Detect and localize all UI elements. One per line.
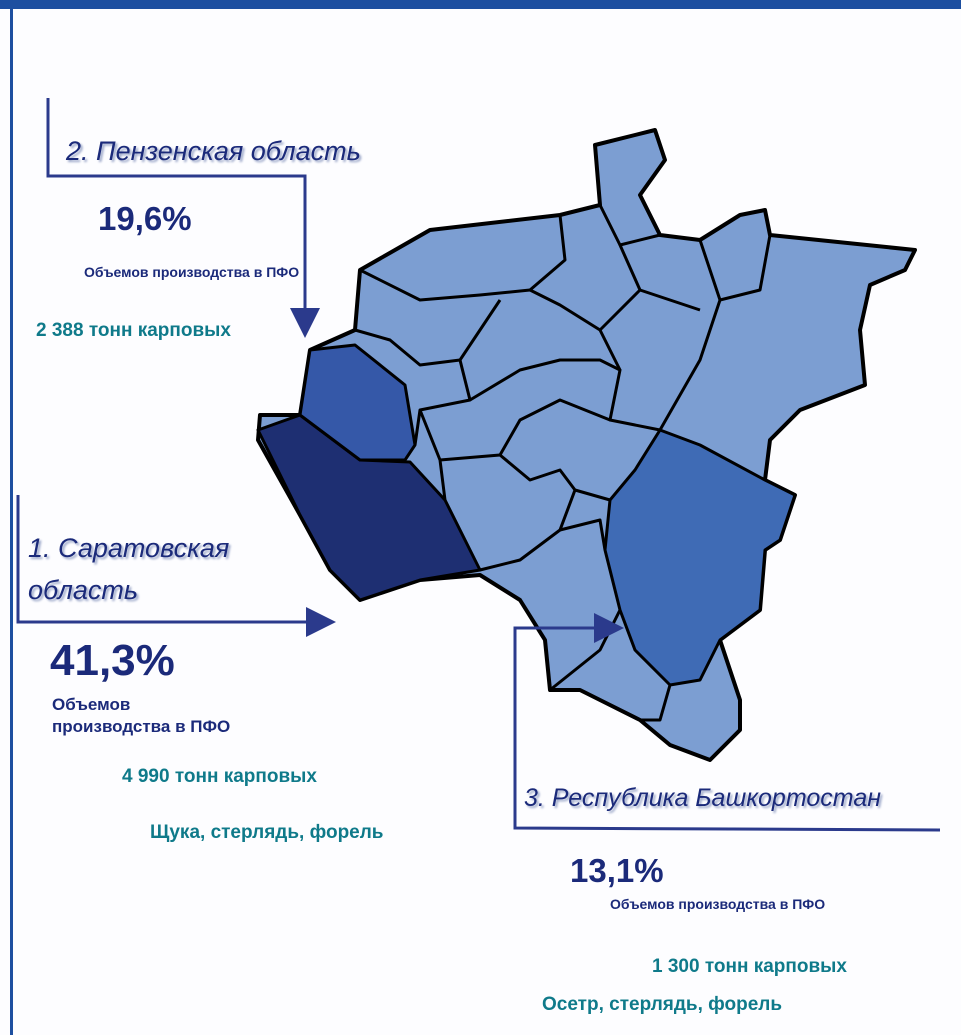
region-borders [354,204,772,722]
callout-lines [16,98,941,832]
penza-caption: Объемов производства в ПФО [84,264,300,280]
saratov-heading-1: 1. Саратовская [28,533,230,563]
bashkortostan-volume: 1 300 тонн карповых [652,956,847,977]
left-border [10,9,13,1035]
penza-heading: 2. Пензенская область [66,136,361,166]
bashkortostan-caption: Объемов производства в ПФО [610,896,826,912]
bashkortostan-share: 13,1% [570,852,664,889]
saratov-volume: 4 990 тонн карповых [122,766,317,787]
saratov-heading-2: область [28,575,139,605]
saratov-species: Щука, стерлядь, форель [150,822,384,843]
bashkortostan-callout [513,613,941,832]
penza-callout [46,98,320,338]
saratov-share: 41,3% [50,636,175,685]
top-bar [0,0,961,9]
penza-share: 19,6% [98,200,192,237]
saratov-caption-2: производства в ПФО [52,717,231,736]
saratov-caption-1: Объемов [52,695,131,714]
penza-region [298,343,417,462]
bashkortostan-species: Осетр, стерлядь, форель [542,994,783,1015]
bashkortostan-heading: 3. Республика Башкортостан [524,784,881,812]
saratov-callout [16,495,336,637]
bashkortostan-region [603,428,797,687]
penza-volume: 2 388 тонн карповых [36,320,231,341]
